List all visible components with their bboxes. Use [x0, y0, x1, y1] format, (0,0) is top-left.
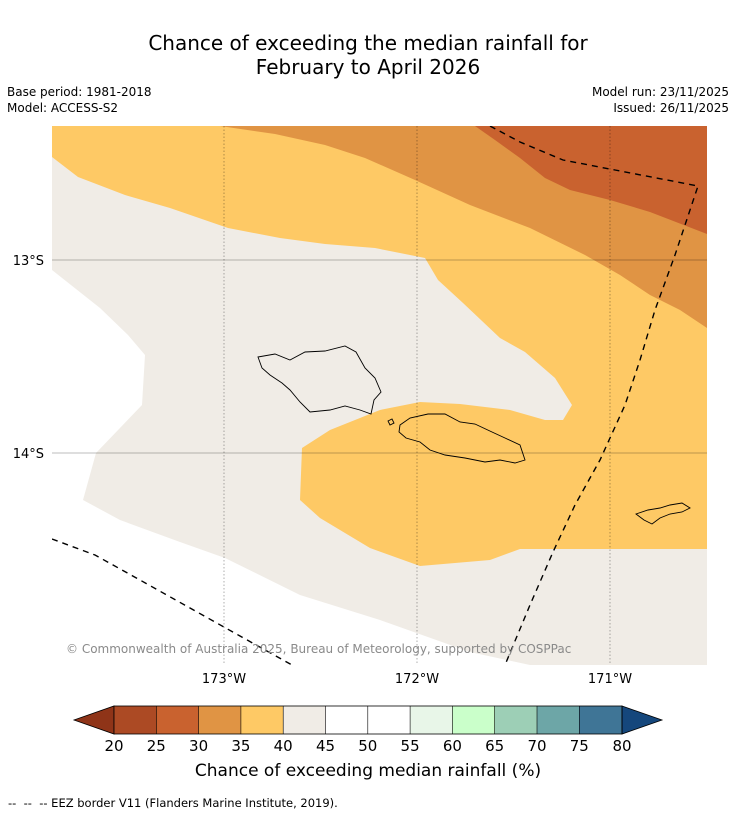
band-25-30 [475, 126, 707, 234]
island-upolu [398, 413, 526, 464]
eez-legend-note: -- -- -- EEZ border V11 (Flanders Marine… [8, 796, 338, 810]
colorbar-segment-60-65 [452, 706, 495, 734]
colorbar-tick-55: 55 [401, 737, 420, 755]
colorbar-tick-20: 20 [104, 737, 123, 755]
model-label: Model: ACCESS-S2 [7, 101, 119, 115]
colorbar-segment-25-30 [156, 706, 199, 734]
colorbar-tick-50: 50 [358, 737, 377, 755]
colorbar-tick-60: 60 [443, 737, 462, 755]
colorbar-segment-70-75 [537, 706, 580, 734]
colorbar-segment-55-60 [410, 706, 453, 734]
eez-border-east [489, 126, 699, 665]
model-run-label: Model run: 23/11/2025 [591, 85, 729, 99]
lon-label-173w: 173°W [202, 672, 246, 687]
island-tutuila [635, 502, 691, 525]
colorbar-tick-75: 75 [570, 737, 589, 755]
colorbar-segment-40-45 [283, 706, 326, 734]
colorbar-extend-low [72, 705, 115, 735]
colorbar-segment-20-25 [114, 706, 157, 734]
lon-label-171w: 171°W [588, 672, 632, 687]
lat-label-14s: 14°S [13, 447, 44, 462]
colorbar-tick-30: 30 [189, 737, 208, 755]
eez-border-southwest [52, 538, 293, 665]
lat-label-13s: 13°S [13, 254, 44, 269]
colorbar-tick-45: 45 [316, 737, 335, 755]
colorbar-segment-35-40 [240, 706, 284, 734]
map-title-line-1: Chance of exceeding the median rainfall … [148, 31, 588, 55]
colorbar-tick-40: 40 [274, 737, 293, 755]
colorbar-dividers [156, 706, 580, 734]
colorbar-tick-70: 70 [527, 737, 546, 755]
colorbar-tick-80: 80 [612, 737, 631, 755]
colorbar-title: Chance of exceeding median rainfall (%) [194, 761, 542, 781]
colorbar-tick-25: 25 [147, 737, 166, 755]
colorbar-segment-50-55 [367, 706, 411, 734]
lon-label-172w: 172°W [395, 672, 439, 687]
island-savaii [257, 345, 382, 415]
island-manono [387, 418, 395, 426]
colorbar-extend-high [621, 705, 664, 735]
copyright-text: © Commonwealth of Australia 2025, Bureau… [66, 642, 571, 656]
band-35-40 [52, 126, 707, 566]
band-45-55-southwest [52, 270, 530, 665]
map-title-line-2: February to April 2026 [255, 55, 481, 79]
colorbar-tick-65: 65 [485, 737, 504, 755]
colorbar-segment-45-50 [325, 706, 368, 734]
colorbar-tick-35: 35 [231, 737, 250, 755]
colorbar-segment-65-70 [494, 706, 537, 734]
colorbar-segment-30-35 [198, 706, 241, 734]
map-area: © Commonwealth of Australia 2025, Bureau… [52, 126, 707, 665]
colorbar-segment-75-80 [579, 706, 622, 734]
base-period-label: Base period: 1981-2018 [7, 85, 152, 99]
issued-label: Issued: 26/11/2025 [613, 101, 729, 115]
colorbar: 20 25 30 35 40 45 50 55 60 65 70 75 80 [72, 705, 664, 755]
